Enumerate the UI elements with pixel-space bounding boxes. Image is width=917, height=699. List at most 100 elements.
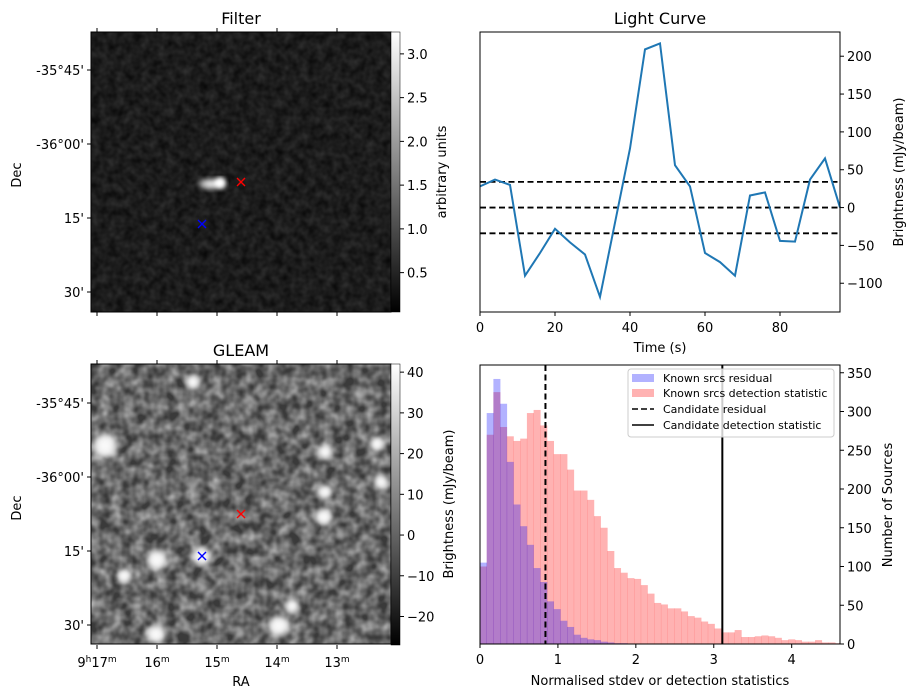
gleam-source-blob: [124, 397, 138, 411]
residual-bar: [486, 413, 494, 644]
dec-tick-label: -36°00': [36, 471, 84, 486]
gleam-source-blob: [183, 476, 199, 492]
detection-bar: [741, 637, 749, 644]
residual-bar: [573, 634, 581, 644]
filter-colorbar-label: arbitrary units: [435, 125, 450, 218]
detection-bar: [506, 436, 514, 644]
gleam-source-blob: [282, 596, 302, 616]
legend-label-candidate-residual: Candidate residual: [663, 403, 766, 416]
detection-bar: [587, 499, 595, 644]
detection-bar: [540, 425, 548, 644]
gleam-source-blob: [114, 566, 134, 586]
dec-tick-label: 15': [64, 212, 84, 227]
filter-colorbar: [390, 31, 401, 313]
colorbar-tick-label: 20: [407, 448, 424, 463]
histogram-panel: 0 1 2 3 4 0 50 100 150 200 250 300 350 Normalised s…: [476, 364, 896, 689]
filter-blob: [196, 177, 226, 191]
detection-bar: [815, 640, 823, 644]
detection-bar: [640, 585, 648, 644]
detection-bar: [647, 593, 655, 644]
residual-bar: [587, 639, 595, 644]
detection-bar: [480, 566, 488, 644]
light-curve-x-ticks: 0 20 40 60 80: [476, 312, 788, 336]
gleam-source-blob: [303, 521, 319, 537]
detection-bar: [761, 635, 769, 644]
detection-bar: [734, 630, 742, 644]
residual-bar: [480, 562, 488, 644]
y-tick-label: 300: [847, 406, 872, 421]
gleam-source-blob: [315, 482, 335, 502]
x-tick-label: 3: [710, 653, 718, 668]
colorbar-tick-label: 2.5: [407, 92, 428, 107]
residual-bar: [506, 461, 514, 644]
residual-bar: [600, 641, 608, 644]
detection-bar: [768, 636, 776, 644]
detection-bar: [567, 469, 575, 644]
gleam-source-blob: [324, 377, 338, 391]
detection-bar: [774, 637, 782, 644]
y-tick-label: 0: [847, 202, 855, 217]
detection-bar: [654, 602, 662, 644]
histogram-x-ticks: 0 1 2 3 4: [476, 644, 796, 668]
detection-bar: [667, 608, 675, 644]
detection-bar: [748, 637, 756, 644]
gleam-title: GLEAM: [213, 341, 269, 360]
detection-bar: [714, 628, 722, 644]
legend-swatch-residual: [632, 374, 654, 382]
dec-tick-label: -35°45': [36, 64, 84, 79]
detection-bar: [660, 604, 668, 644]
y-tick-label: 50: [847, 599, 864, 614]
legend-label-candidate-detection: Candidate detection statistic: [663, 419, 821, 432]
detection-bar: [533, 409, 541, 644]
gleam-x-ticks: 9h17m 16m 15m 14m 13m: [77, 360, 350, 671]
detection-bar: [560, 454, 568, 644]
filter-image-noise: [91, 32, 391, 312]
gleam-source-blob: [254, 417, 268, 431]
residual-bar: [540, 582, 548, 644]
x-tick-label: 20: [547, 321, 564, 336]
colorbar-tick-label: 3.0: [407, 48, 428, 63]
y-tick-label: 200: [847, 483, 872, 498]
ra-tick-label: 16m: [144, 655, 169, 671]
detection-bar: [500, 427, 508, 644]
detection-bar: [520, 438, 528, 644]
legend-label-detection: Known srcs detection statistic: [663, 387, 827, 400]
histogram-y-ticks: 0 50 100 150 200 250 300 350: [840, 367, 872, 653]
known-source-marker-stroke: [197, 219, 207, 229]
residual-bar: [553, 609, 561, 644]
light-curve-ylabel: Brightness (mJy/beam): [892, 98, 907, 247]
gleam-source-blob: [221, 566, 237, 582]
detection-bar: [821, 642, 829, 644]
residual-bar: [493, 378, 501, 644]
colorbar-tick-label: 0: [407, 529, 415, 544]
candidate-marker: [236, 509, 246, 519]
gleam-colorbar-ticks: −20 −10 0 10 20 30 40: [400, 366, 434, 625]
detection-bar: [580, 490, 588, 644]
x-tick-label: 80: [772, 321, 789, 336]
detection-bar: [674, 608, 682, 644]
gleam-y-ticks: -35°45' -36°00' 15' 30': [36, 397, 91, 634]
gleam-source-blob: [89, 430, 121, 462]
gleam-source-blob: [367, 434, 387, 454]
dec-tick-label: 30': [64, 619, 84, 634]
detection-bar: [781, 640, 789, 644]
filter-panel: Filter -35°45' -36°00' 15' 30' Dec 0.5 1.0 1.…: [10, 9, 450, 316]
detection-bar: [547, 440, 555, 644]
dec-tick-label: -35°45': [36, 397, 84, 412]
light-curve-thresholds: [480, 180, 840, 235]
colorbar-tick-label: 1.5: [407, 179, 428, 194]
detection-bar: [573, 490, 581, 644]
y-tick-label: 100: [847, 561, 872, 576]
gleam-colorbar-label: Brightness (mJy/beam): [442, 430, 457, 579]
candidate-marker: [236, 177, 246, 187]
detection-bar: [687, 616, 695, 644]
y-tick-label: 350: [847, 367, 872, 382]
y-tick-label: −50: [847, 239, 874, 254]
detection-bar: [754, 636, 762, 644]
detection-bar: [607, 551, 615, 644]
gleam-source-blob: [313, 506, 335, 528]
residual-bar: [500, 403, 508, 644]
detection-bar: [727, 632, 735, 644]
dec-tick-label: 15': [64, 545, 84, 560]
residual-bar: [560, 620, 568, 644]
